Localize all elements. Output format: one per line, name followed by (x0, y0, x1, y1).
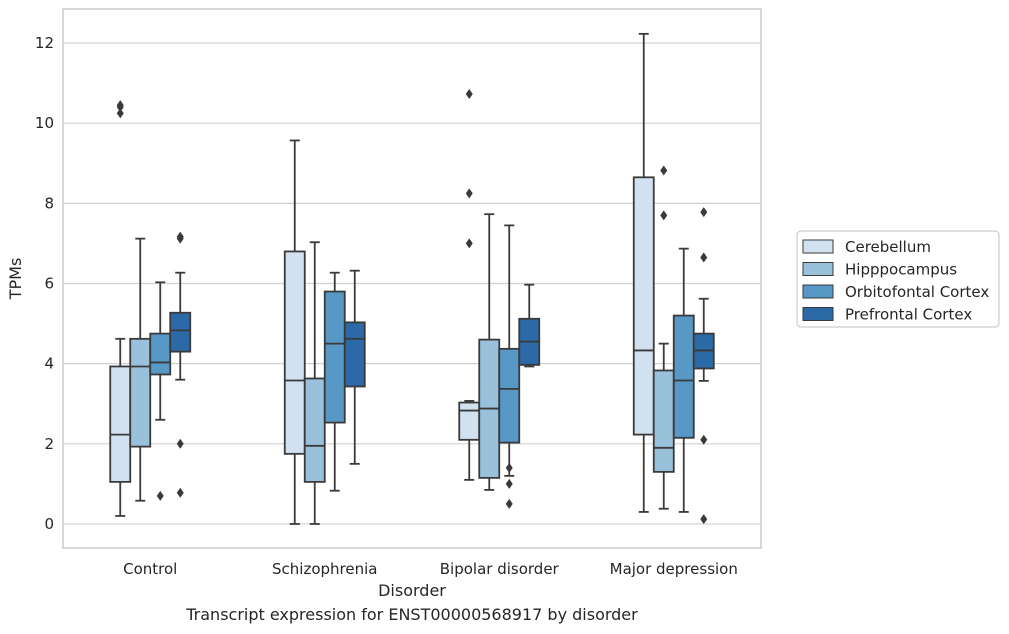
x-axis-ticks: Control Schizophrenia Bipolar disorder Majo… (123, 560, 738, 578)
box-body (672, 314, 695, 439)
outlier-point (700, 207, 708, 218)
box-prefrontal-cortex (169, 231, 192, 498)
box-cerebellum (283, 139, 306, 525)
box-body (149, 332, 172, 376)
box-series (109, 32, 715, 525)
box-body (129, 337, 152, 448)
box-prefrontal-cortex (692, 207, 715, 525)
x-tick-label: Major depression (610, 560, 738, 578)
box-body (323, 290, 346, 424)
box-body (498, 347, 521, 444)
legend-swatch (802, 239, 834, 254)
legend-frame (796, 230, 1000, 328)
box-cerebellum (458, 88, 481, 481)
box-body (109, 365, 132, 483)
outlier-point (505, 498, 513, 509)
outlier-point (176, 231, 184, 242)
y-tick-label: 2 (44, 435, 54, 453)
y-tick-label: 10 (35, 114, 54, 132)
box-body (303, 377, 326, 483)
outlier-point (465, 188, 473, 199)
box-body (652, 369, 675, 473)
y-tick-label: 0 (44, 515, 54, 533)
outlier-point (700, 252, 708, 263)
outlier-point (660, 210, 668, 221)
box-body (632, 176, 655, 436)
legend-swatch (802, 307, 834, 321)
legend: Cerebellum Hipppocampus Orbitofontal Corte… (796, 230, 1000, 328)
outlier-point (660, 165, 668, 176)
y-axis-title: TPMs (6, 258, 25, 301)
outlier-point (465, 238, 473, 249)
x-tick-label: Schizophrenia (272, 560, 377, 578)
x-axis-title: Disorder (378, 581, 446, 600)
outlier-point (700, 434, 708, 445)
box-orbitofontal-cortex (672, 247, 695, 513)
figure-caption: Transcript expression for ENST0000056891… (186, 605, 638, 624)
x-tick-label: Bipolar disorder (440, 560, 560, 578)
outlier-point (156, 490, 164, 501)
box-orbitofontal-cortex (498, 224, 521, 509)
box-orbitofontal-cortex (149, 281, 172, 501)
y-tick-label: 4 (44, 355, 54, 373)
legend-label: Hipppocampus (845, 261, 957, 279)
box-cerebellum (109, 100, 132, 517)
y-tick-label: 6 (44, 275, 54, 293)
box-hipppocampus (303, 241, 326, 525)
legend-label: Cerebellum (845, 238, 931, 256)
box-body (343, 321, 366, 388)
box-hipppocampus (478, 213, 501, 491)
box-body (283, 250, 306, 455)
box-body (458, 401, 481, 441)
outlier-point (505, 462, 513, 473)
outlier-point (116, 100, 124, 111)
box-hipppocampus (652, 165, 675, 510)
plot-area-frame (62, 8, 762, 549)
outlier-point (176, 487, 184, 498)
box-cerebellum (632, 32, 655, 513)
box-body (169, 311, 192, 353)
outlier-point (505, 478, 513, 489)
y-tick-label: 8 (44, 194, 54, 212)
box-prefrontal-cortex (343, 269, 366, 465)
box-orbitofontal-cortex (323, 271, 346, 492)
legend-swatch (802, 284, 834, 299)
legend-label: Prefrontal Cortex (845, 306, 972, 324)
box-hipppocampus (129, 237, 152, 502)
outlier-point (465, 88, 473, 99)
outlier-point (116, 108, 124, 119)
x-tick-label: Control (123, 560, 177, 578)
box-prefrontal-cortex (518, 283, 541, 368)
legend-label: Orbitofontal Cortex (845, 283, 989, 301)
legend-swatch (802, 262, 834, 276)
outlier-point (700, 514, 708, 525)
outlier-point (176, 438, 184, 449)
y-axis-ticks: 0 2 4 6 8 10 12 (35, 34, 54, 533)
y-tick-label: 12 (35, 34, 54, 52)
